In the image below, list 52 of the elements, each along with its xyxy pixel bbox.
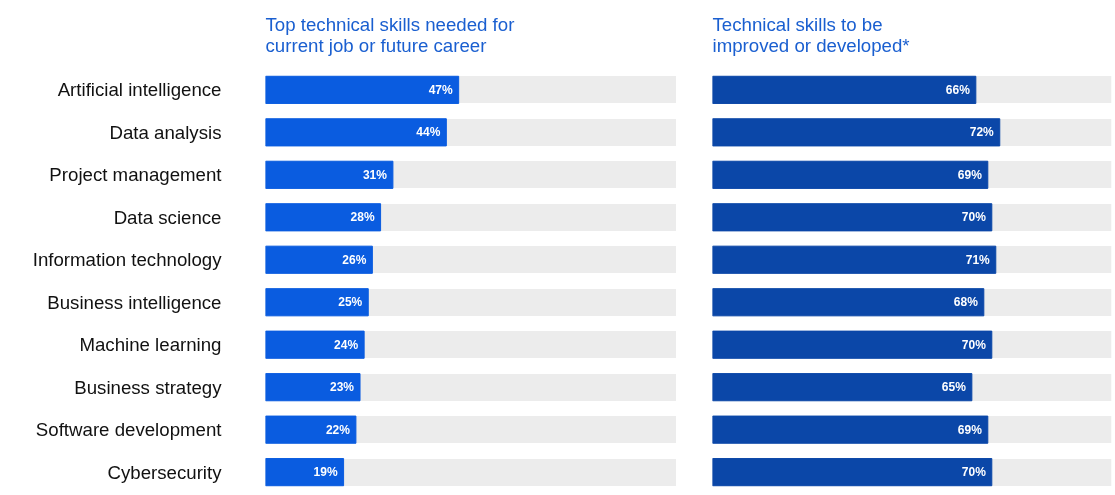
- bar: [712, 75, 977, 104]
- data-label: 26%: [342, 252, 367, 267]
- data-label: 72%: [969, 125, 995, 140]
- data-label: 69%: [957, 167, 983, 182]
- bar: [265, 458, 345, 487]
- data-label: 24%: [334, 337, 359, 352]
- bar: [265, 118, 447, 147]
- bar: [265, 203, 382, 232]
- bar: [265, 288, 369, 317]
- data-label: 19%: [313, 465, 338, 480]
- y-tick-label: Data science: [113, 206, 222, 228]
- y-tick-label: Business strategy: [74, 376, 223, 398]
- y-tick-label: Software development: [35, 419, 223, 441]
- bar: [712, 330, 993, 359]
- data-label: 28%: [350, 210, 375, 225]
- data-label: 47%: [428, 82, 453, 97]
- bar: [712, 118, 1001, 147]
- y-tick-label: Cybersecurity: [107, 461, 223, 483]
- data-label: 22%: [325, 422, 351, 437]
- bar: [712, 415, 989, 444]
- data-label: 70%: [961, 337, 987, 352]
- y-tick-label: Data analysis: [109, 121, 222, 143]
- data-label: 66%: [945, 82, 971, 97]
- data-label: 69%: [957, 422, 983, 437]
- data-label: 71%: [965, 252, 991, 267]
- data-label: 70%: [961, 465, 987, 480]
- data-label: 68%: [953, 295, 979, 310]
- data-label: 23%: [330, 380, 355, 395]
- data-label: 70%: [961, 210, 987, 225]
- y-tick-label: Information technology: [32, 249, 223, 271]
- y-tick-label: Project management: [49, 164, 223, 186]
- bar: [712, 245, 997, 274]
- bar: [265, 160, 394, 189]
- data-label: 44%: [416, 125, 441, 140]
- bar: [712, 458, 993, 487]
- y-tick-label: Artificial intelligence: [57, 79, 222, 101]
- y-tick-label: Machine learning: [79, 334, 222, 356]
- bar: [712, 373, 973, 402]
- data-label: 31%: [362, 167, 388, 182]
- chart-title: Top technical skills needed for current job or future career: [265, 13, 515, 56]
- bar: [265, 75, 460, 104]
- bar: [265, 245, 373, 274]
- chart-title: Technical skills to be improved or developed*: [712, 13, 910, 56]
- data-label: 65%: [941, 380, 967, 395]
- bar: [712, 288, 985, 317]
- bar: [712, 160, 989, 189]
- bar: [712, 203, 993, 232]
- bar: [265, 330, 365, 359]
- y-tick-label: Business intelligence: [47, 291, 222, 313]
- bar: [265, 415, 357, 444]
- bar: [265, 373, 361, 402]
- data-label: 25%: [338, 295, 363, 310]
